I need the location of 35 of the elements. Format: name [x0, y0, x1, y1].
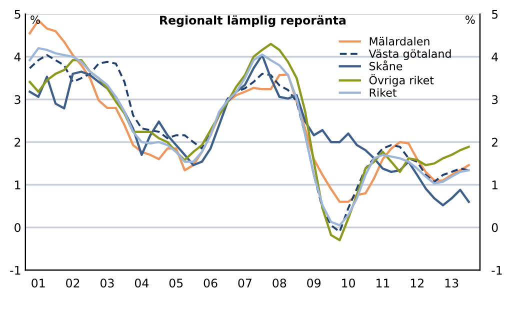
x-tick-label: 11 — [376, 278, 390, 288]
legend-label: Skåne — [369, 60, 402, 70]
legend-label: Övriga riket — [369, 74, 434, 87]
chart-title: Regionalt lämplig reporänta — [160, 15, 346, 28]
x-tick-label: 04 — [134, 278, 149, 288]
x-tick-label: 12 — [410, 278, 424, 288]
y2-tick-label: 0 — [492, 223, 498, 232]
x-tick-label: 10 — [342, 278, 355, 288]
x-tick-label: 03 — [100, 278, 114, 288]
x-tick-label: 01 — [32, 278, 45, 288]
y-tick-label: 2 — [14, 138, 20, 147]
y2-tick-label: 1 — [492, 180, 498, 190]
x-tick-label: 13 — [445, 278, 458, 288]
y2-tick-label: 3 — [492, 95, 498, 104]
y2-tick-label: 4 — [492, 52, 498, 62]
legend-label: Västa götaland — [368, 49, 451, 60]
y-tick-label: -1 — [10, 266, 20, 275]
x-tick-label: 02 — [66, 278, 80, 288]
x-tick-label: 06 — [204, 278, 218, 288]
y-tick-label: 4 — [14, 52, 21, 62]
x-tick-label: 08 — [272, 278, 286, 288]
y-tick-label: 0 — [14, 223, 20, 232]
y2-axis-title: % — [465, 16, 475, 24]
y-tick-label: 1 — [15, 180, 20, 190]
y2-tick-label: -1 — [492, 266, 502, 275]
y2-tick-label: 2 — [492, 138, 498, 147]
y-axis-title: % — [30, 16, 40, 24]
x-tick-label: 09 — [307, 278, 321, 288]
x-tick-label: 07 — [238, 278, 252, 288]
x-tick-label: 05 — [169, 278, 183, 288]
legend-label: Riket — [370, 88, 397, 97]
y-tick-label: 5 — [14, 10, 20, 19]
legend-label: Mälardalen — [370, 36, 430, 46]
y2-tick-label: 5 — [492, 10, 498, 19]
y-tick-label: 3 — [14, 95, 20, 104]
